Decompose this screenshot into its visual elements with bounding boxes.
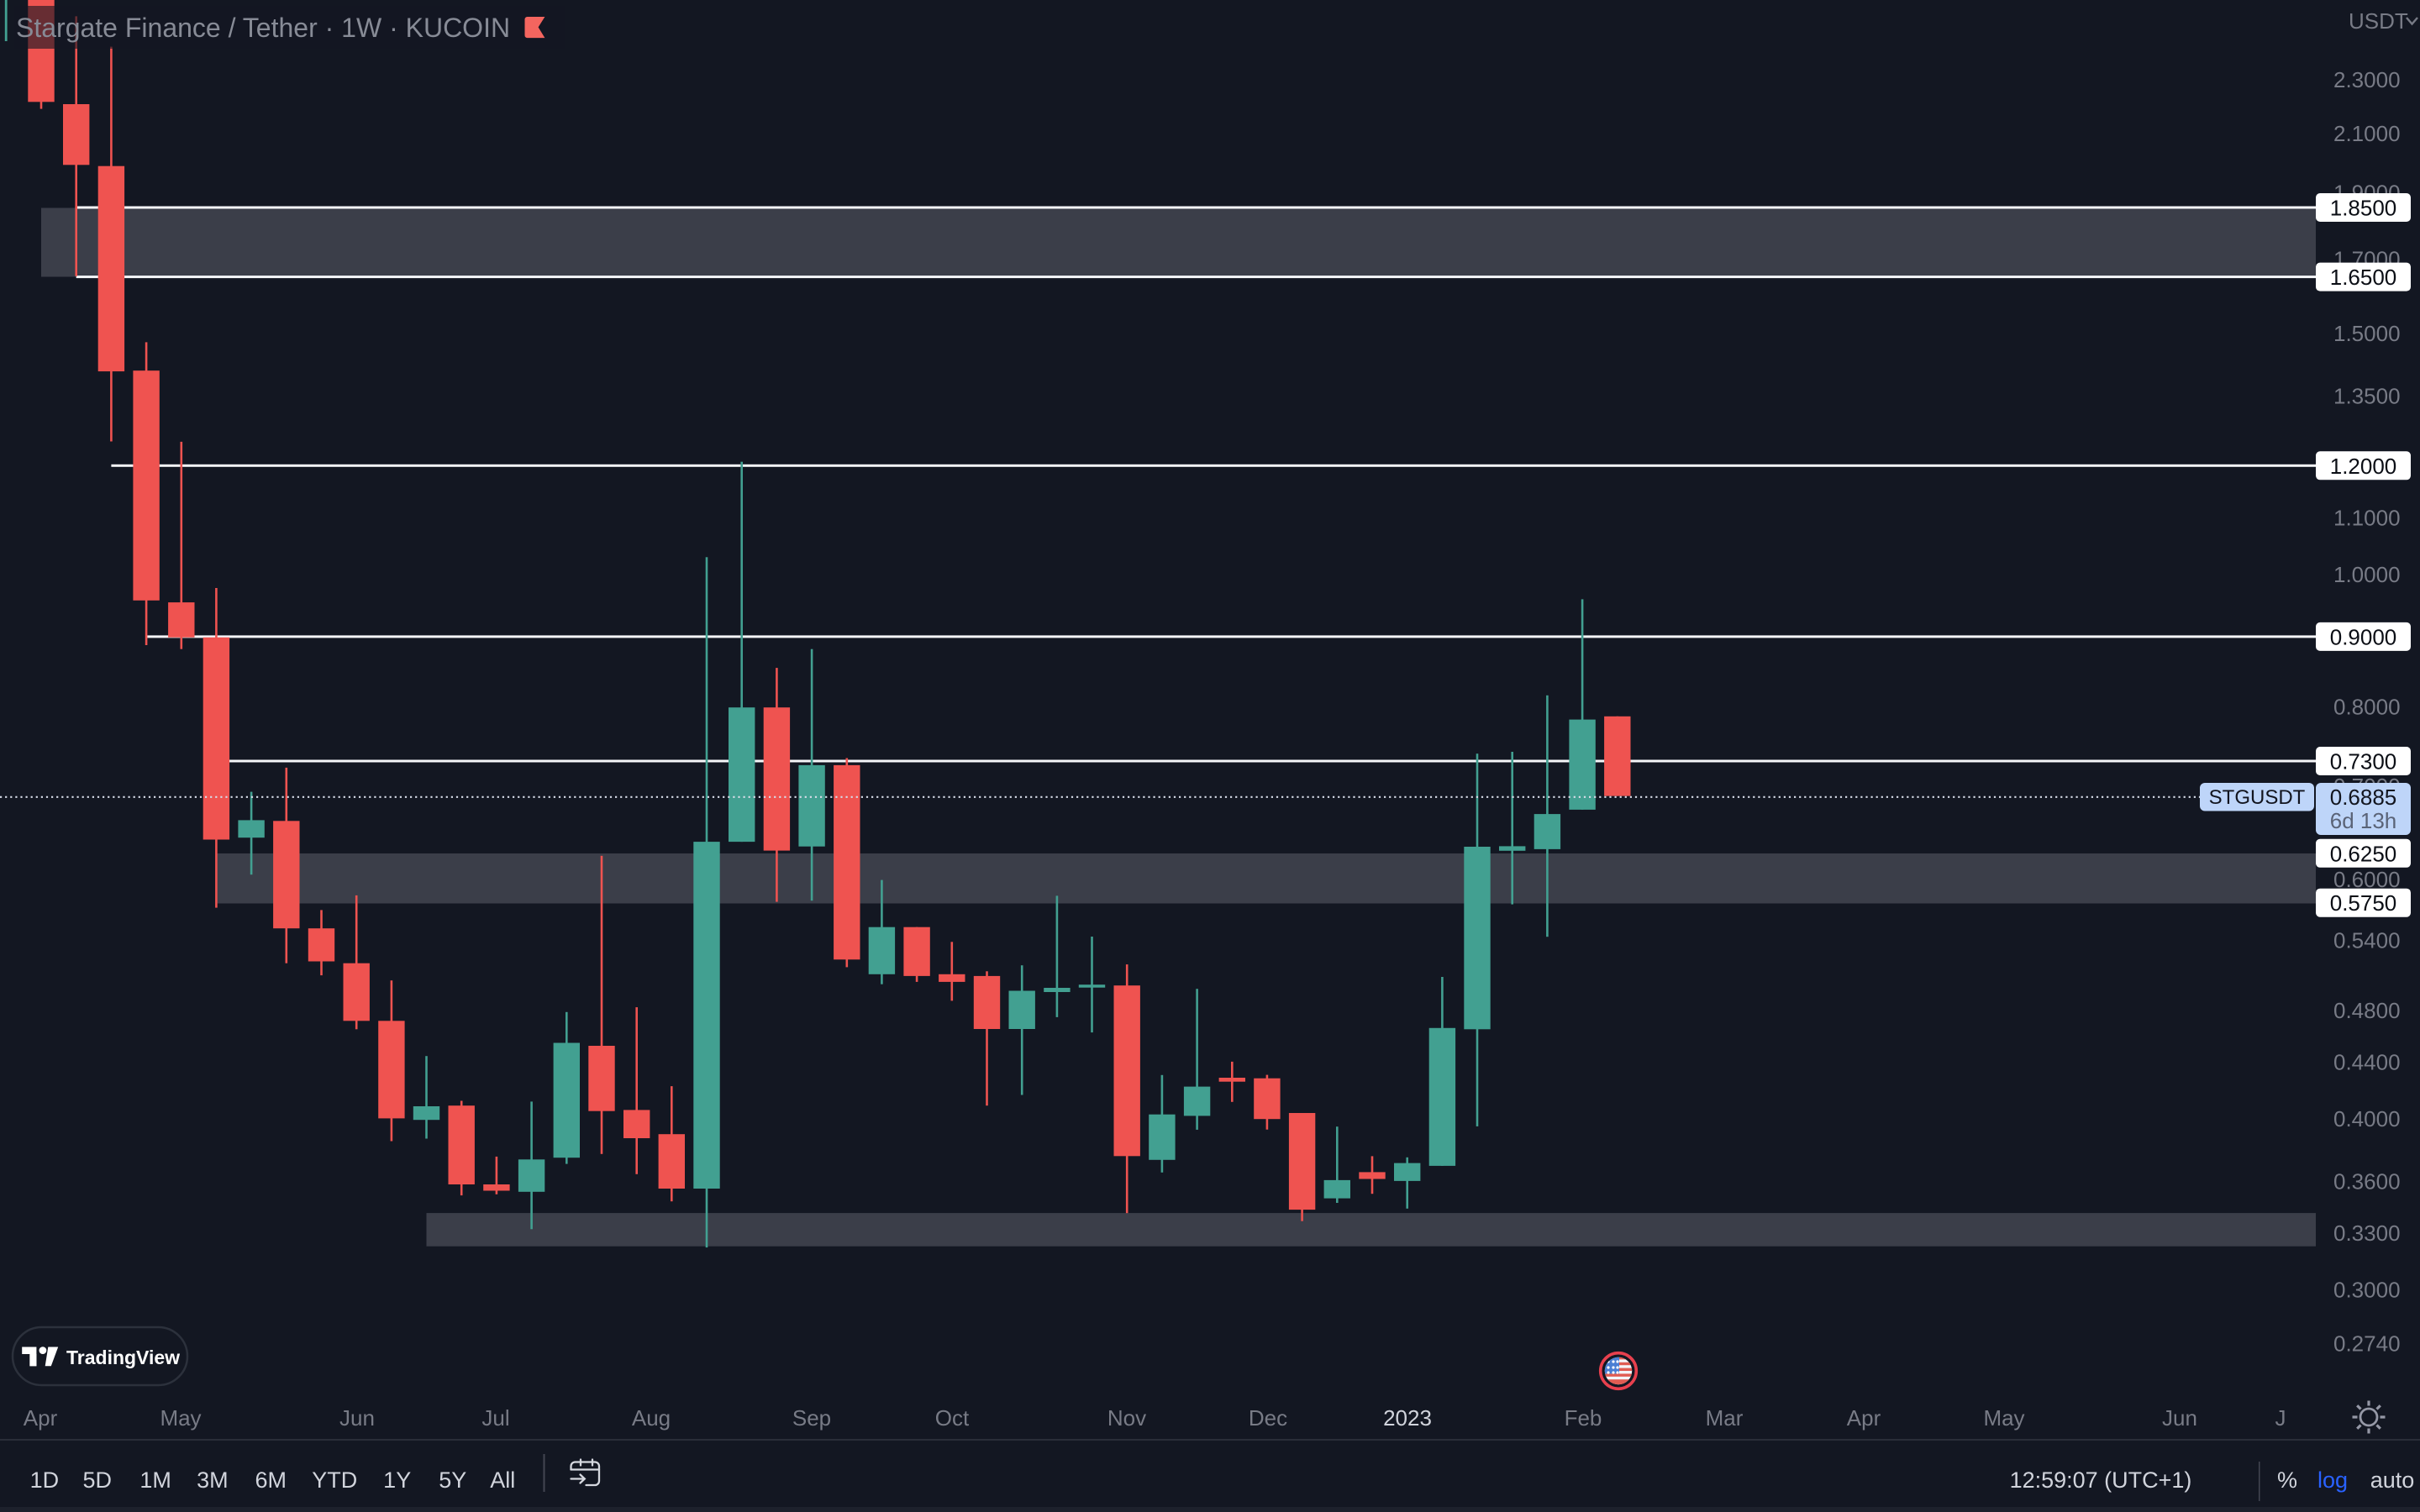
svg-text:Jun: Jun xyxy=(2162,1405,2197,1431)
svg-text:0.7300: 0.7300 xyxy=(2330,749,2397,774)
svg-text:2023: 2023 xyxy=(1383,1405,1432,1431)
svg-text:0.3000: 0.3000 xyxy=(2333,1278,2401,1303)
svg-text:Stargate Finance / Tether · 1W: Stargate Finance / Tether · 1W · KUCOIN xyxy=(16,13,510,43)
svg-text:1Y: 1Y xyxy=(383,1467,411,1493)
svg-text:1M: 1M xyxy=(139,1467,171,1493)
svg-text:All: All xyxy=(490,1467,515,1493)
svg-text:6M: 6M xyxy=(255,1467,287,1493)
svg-text:May: May xyxy=(160,1405,201,1431)
svg-text:0.4000: 0.4000 xyxy=(2333,1106,2401,1131)
svg-text:%: % xyxy=(2277,1467,2297,1493)
svg-text:J: J xyxy=(2275,1405,2286,1431)
svg-text:Sep: Sep xyxy=(792,1405,831,1431)
svg-text:5D: 5D xyxy=(82,1467,112,1493)
svg-text:3M: 3M xyxy=(197,1467,229,1493)
svg-text:1.0000: 1.0000 xyxy=(2333,562,2401,587)
svg-text:0.6000: 0.6000 xyxy=(2333,867,2401,892)
svg-text:Aug: Aug xyxy=(632,1405,671,1431)
svg-text:0.4400: 0.4400 xyxy=(2333,1050,2401,1075)
svg-text:2.1000: 2.1000 xyxy=(2333,121,2401,146)
svg-text:Oct: Oct xyxy=(935,1405,970,1431)
svg-text:Jul: Jul xyxy=(481,1405,509,1431)
svg-text:Jun: Jun xyxy=(339,1405,375,1431)
svg-text:Apr: Apr xyxy=(24,1405,58,1431)
svg-text:auto: auto xyxy=(2370,1467,2415,1493)
svg-text:Nov: Nov xyxy=(1107,1405,1146,1431)
svg-text:0.5400: 0.5400 xyxy=(2333,928,2401,953)
svg-text:1.5000: 1.5000 xyxy=(2333,321,2401,346)
svg-text:1.1000: 1.1000 xyxy=(2333,505,2401,530)
svg-text:6d 13h: 6d 13h xyxy=(2330,808,2397,833)
svg-text:0.5750: 0.5750 xyxy=(2330,890,2397,916)
svg-text:5Y: 5Y xyxy=(439,1467,466,1493)
svg-text:0.6885: 0.6885 xyxy=(2330,785,2397,810)
svg-text:USDT: USDT xyxy=(2349,8,2408,34)
svg-text:0.3600: 0.3600 xyxy=(2333,1169,2401,1194)
svg-text:1.8500: 1.8500 xyxy=(2330,196,2397,221)
svg-text:log: log xyxy=(2317,1467,2348,1493)
svg-text:Mar: Mar xyxy=(1706,1405,1744,1431)
svg-text:0.9000: 0.9000 xyxy=(2330,624,2397,649)
svg-text:0.6250: 0.6250 xyxy=(2330,841,2397,866)
svg-text:Dec: Dec xyxy=(1249,1405,1287,1431)
svg-text:Feb: Feb xyxy=(1565,1405,1602,1431)
svg-text:0.3300: 0.3300 xyxy=(2333,1221,2401,1246)
svg-text:12:59:07 (UTC+1): 12:59:07 (UTC+1) xyxy=(2010,1467,2192,1493)
svg-text:1D: 1D xyxy=(30,1467,60,1493)
svg-text:1.3500: 1.3500 xyxy=(2333,384,2401,409)
svg-text:1.6500: 1.6500 xyxy=(2330,265,2397,290)
svg-text:2.3000: 2.3000 xyxy=(2333,67,2401,92)
svg-text:TradingView: TradingView xyxy=(66,1347,180,1368)
svg-text:0.2740: 0.2740 xyxy=(2333,1331,2401,1357)
svg-text:1.2000: 1.2000 xyxy=(2330,454,2397,479)
svg-text:0.8000: 0.8000 xyxy=(2333,695,2401,720)
svg-text:YTD: YTD xyxy=(312,1467,357,1493)
svg-text:May: May xyxy=(1983,1405,2024,1431)
svg-text:STGUSDT: STGUSDT xyxy=(2209,786,2306,809)
svg-text:Apr: Apr xyxy=(1847,1405,1881,1431)
svg-text:0.4800: 0.4800 xyxy=(2333,998,2401,1023)
